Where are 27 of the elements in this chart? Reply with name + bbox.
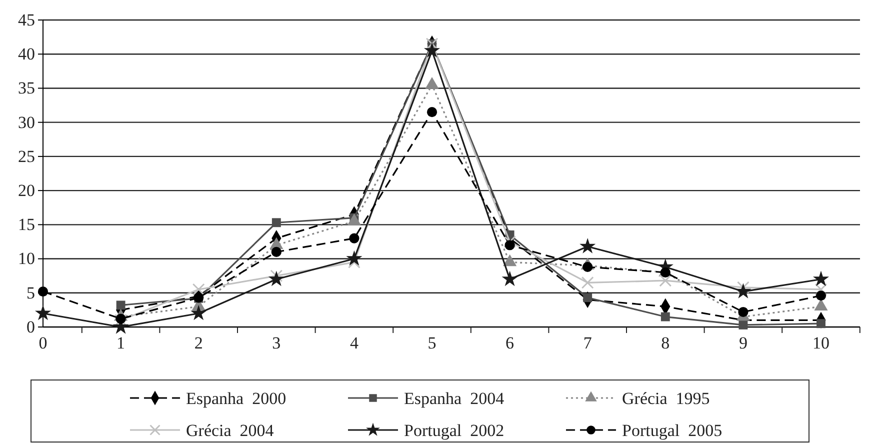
x-tick-label: 3 <box>272 334 281 353</box>
x-tick-label: 1 <box>116 334 126 353</box>
y-tick-label: 25 <box>18 146 35 166</box>
y-tick-label: 0 <box>26 317 35 336</box>
legend-label: Grécia 1995 <box>622 389 710 408</box>
legend-label: Grécia 2004 <box>186 421 274 440</box>
x-tick-label: 9 <box>738 334 748 353</box>
legend-label: Portugal 2002 <box>404 421 504 440</box>
y-tick-label: 45 <box>18 10 35 30</box>
x-tick-label: 6 <box>506 334 514 353</box>
legend-label: Espanha 2000 <box>186 389 286 408</box>
y-tick-label: 20 <box>18 180 35 200</box>
x-tick-label: 5 <box>428 334 436 353</box>
y-tick-label: 10 <box>18 249 35 268</box>
legend-label: Espanha 2004 <box>404 389 505 408</box>
x-tick-label: 2 <box>194 334 203 353</box>
y-tick-label: 30 <box>18 112 35 132</box>
y-tick-label: 5 <box>26 283 35 302</box>
x-tick-label: 7 <box>583 334 592 353</box>
legend-label: Portugal 2005 <box>622 421 722 440</box>
y-tick-label: 35 <box>18 78 35 98</box>
x-tick-label: 8 <box>661 334 670 353</box>
y-tick-label: 40 <box>18 44 35 64</box>
x-tick-label: 4 <box>350 334 359 353</box>
x-tick-label: 0 <box>38 334 48 353</box>
y-tick-label: 15 <box>18 215 35 234</box>
x-tick-label: 10 <box>812 334 830 353</box>
